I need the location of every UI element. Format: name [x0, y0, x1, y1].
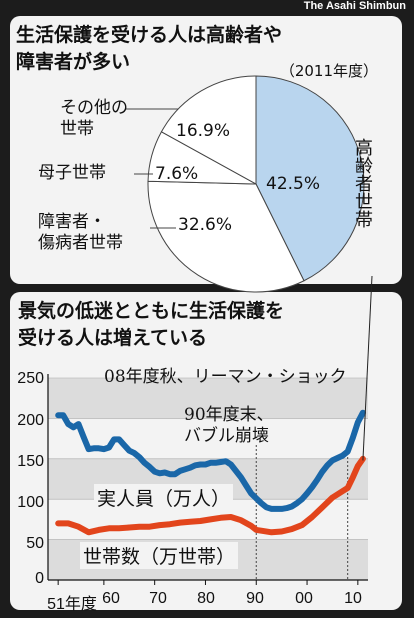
pie-pct-disabled: 32.6%: [178, 215, 233, 235]
pie-label-other: その他の 世帯: [60, 98, 128, 140]
pie-pct-other: 16.9%: [176, 121, 231, 141]
x-tick-label: 80: [197, 590, 215, 607]
x-tick-label: 10: [344, 590, 362, 607]
series-line-people: [55, 409, 366, 512]
pie-slice-other: [160, 75, 257, 185]
x-tick-label: 70: [149, 590, 167, 607]
y-tick-label: 150: [17, 453, 44, 470]
y-tick-label: 200: [17, 412, 44, 429]
pie-label-single-mother: 母子世帯: [38, 163, 106, 183]
line-title-line1: 景気の低迷とともに生活保護を: [18, 300, 285, 322]
pie-pct-elderly: 42.5%: [266, 174, 321, 194]
pie-year-note: （2011年度）: [279, 62, 378, 80]
pie-label-other-line2: 世帯: [60, 119, 94, 139]
line-title-line2: 受ける人は増えている: [18, 327, 208, 349]
pie-label-disabled-line2: 傷病者世帯: [38, 233, 123, 253]
annotation-bubble-line1: 90年度末、: [184, 405, 274, 425]
pie-title: 生活保護を受ける人は高齢者や 障害者が多い: [16, 22, 282, 76]
y-tick-label: 0: [35, 570, 44, 587]
annotation-bubble-line2: バブル崩壊: [184, 426, 269, 446]
y-tick-label: 50: [26, 535, 44, 552]
series-line-households: [55, 455, 366, 536]
x-tick-label: 60: [102, 590, 120, 607]
pie-label-other-line1: その他の: [60, 98, 128, 118]
series-label-households: 世帯数（万世帯）: [80, 542, 239, 569]
y-tick-label: 100: [17, 494, 44, 511]
pie-title-line1: 生活保護を受ける人は高齢者や: [16, 24, 283, 46]
publisher-credit: The Asahi Shimbun: [303, 0, 406, 12]
x-tick-label: 90: [246, 590, 264, 607]
x-tick-label: 51年度: [47, 596, 97, 613]
pie-pct-single-mother: 7.6%: [155, 164, 199, 184]
pie-label-disabled: 障害者・ 傷病者世帯: [38, 212, 123, 254]
pie-chart: [125, 75, 365, 293]
pie-slice-disabled: [147, 180, 305, 293]
connector-line: [362, 275, 373, 461]
series-label-people: 実人員（万人）: [94, 484, 234, 511]
x-tick-label: 00: [295, 590, 313, 607]
annotation-bubble: 90年度末、 バブル崩壊: [184, 405, 274, 447]
pie-slice-elderly: [255, 75, 365, 282]
line-title: 景気の低迷とともに生活保護を 受ける人は増えている: [18, 298, 284, 352]
pie-title-line2: 障害者が多い: [16, 51, 131, 73]
grid-band: [48, 378, 368, 419]
annotation-lehman: 08年度秋、リーマン・ショック: [104, 367, 347, 387]
pie-label-disabled-line1: 障害者・: [38, 212, 106, 232]
y-tick-label: 250: [17, 370, 44, 387]
pie-label-elderly: 高齢者世帯: [352, 138, 373, 228]
